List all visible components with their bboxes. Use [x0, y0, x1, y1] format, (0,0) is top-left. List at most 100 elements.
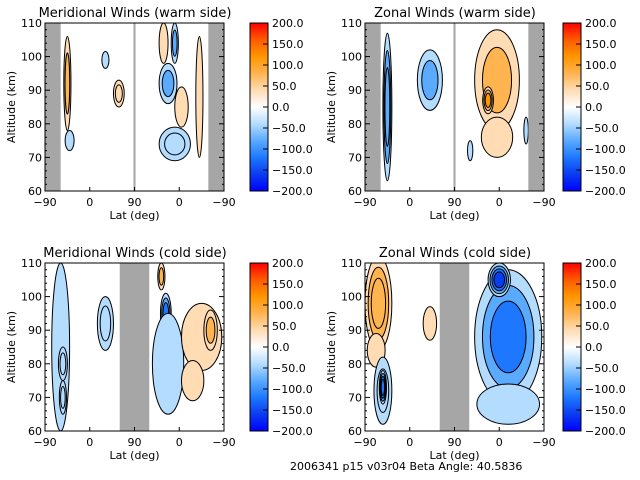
colorbar-tick-label: −200.0	[272, 185, 313, 198]
x-tick-label: 90	[448, 436, 462, 449]
x-tick-label: 0	[86, 436, 93, 449]
contour-region	[64, 52, 71, 115]
plot-area	[365, 23, 544, 191]
x-tick-label: −90	[212, 436, 235, 449]
colorbar-tick-label: −100.0	[272, 143, 313, 156]
y-tick-label: 80	[348, 358, 362, 371]
contour-region	[484, 92, 492, 108]
contour-region	[151, 312, 185, 415]
contour-region	[476, 383, 541, 425]
colorbar-tick-label: 200.0	[272, 257, 304, 270]
gray-mask-region	[208, 23, 224, 191]
contour-region	[99, 305, 112, 342]
panel-title: Meridional Winds (warm side)	[39, 6, 232, 21]
x-tick-label: 0	[406, 436, 413, 449]
colorbar-tick-label: −150.0	[585, 164, 626, 177]
y-tick-label: 70	[28, 151, 42, 164]
y-tick-label: 70	[28, 391, 42, 404]
contour-region	[480, 116, 514, 158]
colorbar-tick-label: −150.0	[272, 164, 313, 177]
colorbar-tick-label: 150.0	[585, 278, 617, 291]
gray-mask-region	[119, 263, 150, 431]
x-axis-label: Lat (deg)	[430, 449, 480, 462]
gray-mask-region	[439, 263, 470, 431]
colorbar-tick-label: −150.0	[272, 404, 313, 417]
y-tick-label: 60	[28, 185, 42, 198]
colorbar-tick-label: −100.0	[272, 383, 313, 396]
colorbar-tick-label: −50.0	[585, 122, 619, 135]
gray-mask-region	[45, 23, 61, 191]
x-tick-label: 0	[86, 196, 93, 209]
y-tick-label: 100	[21, 51, 42, 64]
contour-region	[158, 23, 169, 64]
colorbar-tick-label: 100.0	[585, 59, 617, 72]
colorbar-tick-label: 150.0	[585, 38, 617, 51]
y-tick-label: 70	[348, 151, 362, 164]
x-tick-label: −90	[33, 436, 56, 449]
panel-title: Meridional Winds (cold side)	[43, 246, 226, 261]
x-tick-label: −90	[212, 196, 235, 209]
x-tick-label: 0	[496, 436, 503, 449]
colorbar-tick-label: −50.0	[272, 122, 306, 135]
colorbar-tick-label: −150.0	[585, 404, 626, 417]
colorbar-tick-label: 0.0	[585, 341, 603, 354]
gray-mask-region	[528, 23, 544, 191]
x-axis-label: Lat (deg)	[110, 209, 160, 222]
colorbar-tick-label: −50.0	[272, 362, 306, 375]
contour-region	[380, 378, 386, 396]
x-tick-label: −90	[353, 196, 376, 209]
colorbar-tick-label: 200.0	[585, 17, 617, 30]
plot-area	[45, 23, 224, 191]
x-tick-label: 90	[128, 436, 142, 449]
contour-region	[174, 86, 189, 128]
plot-area	[45, 263, 224, 431]
gray-separator	[133, 23, 136, 191]
colorbar-tick-label: −200.0	[585, 185, 626, 198]
colorbar-tick-label: 50.0	[585, 320, 610, 333]
y-tick-label: 100	[21, 291, 42, 304]
gray-mask-region	[365, 23, 381, 191]
contour-region	[489, 300, 527, 374]
y-tick-label: 60	[348, 185, 362, 198]
colorbar-tick-label: 0.0	[272, 341, 290, 354]
y-tick-label: 90	[348, 84, 362, 97]
contour-region	[59, 352, 67, 376]
y-tick-label: 90	[348, 324, 362, 337]
contour-region	[171, 29, 178, 57]
panel-2: 60 70 80 90 100 110 −90 0 90 0 −90 Zonal Winds (war…	[325, 6, 626, 222]
colorbar-tick-label: 100.0	[272, 59, 304, 72]
colorbar-tick-label: 200.0	[272, 17, 304, 30]
x-tick-label: 0	[496, 196, 503, 209]
y-axis-label: Altitude (km)	[5, 311, 18, 383]
colorbar-tick-label: 100.0	[272, 299, 304, 312]
colorbar-tick-label: 50.0	[272, 80, 297, 93]
colorbar-tick-label: −100.0	[585, 383, 626, 396]
caption-text: 2006341 p15 v03r04 Beta Angle: 40.5836	[290, 460, 522, 473]
panel-4: 60 70 80 90 100 110 −90 0 90 0 −90 Zonal Winds (col…	[325, 246, 626, 462]
colorbar-tick-label: −200.0	[585, 425, 626, 438]
y-tick-label: 110	[21, 17, 42, 30]
colorbar-tick-label: 50.0	[272, 320, 297, 333]
y-tick-label: 100	[341, 291, 362, 304]
contour-region	[493, 271, 506, 289]
contour-region	[466, 140, 474, 162]
contour-region	[158, 267, 165, 286]
y-tick-label: 80	[28, 358, 42, 371]
y-tick-label: 90	[28, 324, 42, 337]
contour-region	[114, 84, 123, 103]
contour-region	[195, 35, 204, 158]
y-tick-label: 100	[341, 51, 362, 64]
y-axis-label: Altitude (km)	[325, 71, 338, 143]
panel-title: Zonal Winds (cold side)	[379, 246, 531, 261]
x-tick-label: −90	[33, 196, 56, 209]
contour-region	[161, 69, 175, 98]
plot-area	[365, 263, 544, 431]
y-axis-label: Altitude (km)	[5, 71, 18, 143]
colorbar-tick-label: −200.0	[272, 425, 313, 438]
colorbar-tick-label: −100.0	[585, 143, 626, 156]
y-tick-label: 60	[348, 425, 362, 438]
colorbar-tick-label: 0.0	[585, 101, 603, 114]
y-tick-label: 70	[348, 391, 362, 404]
x-axis-label: Lat (deg)	[430, 209, 480, 222]
